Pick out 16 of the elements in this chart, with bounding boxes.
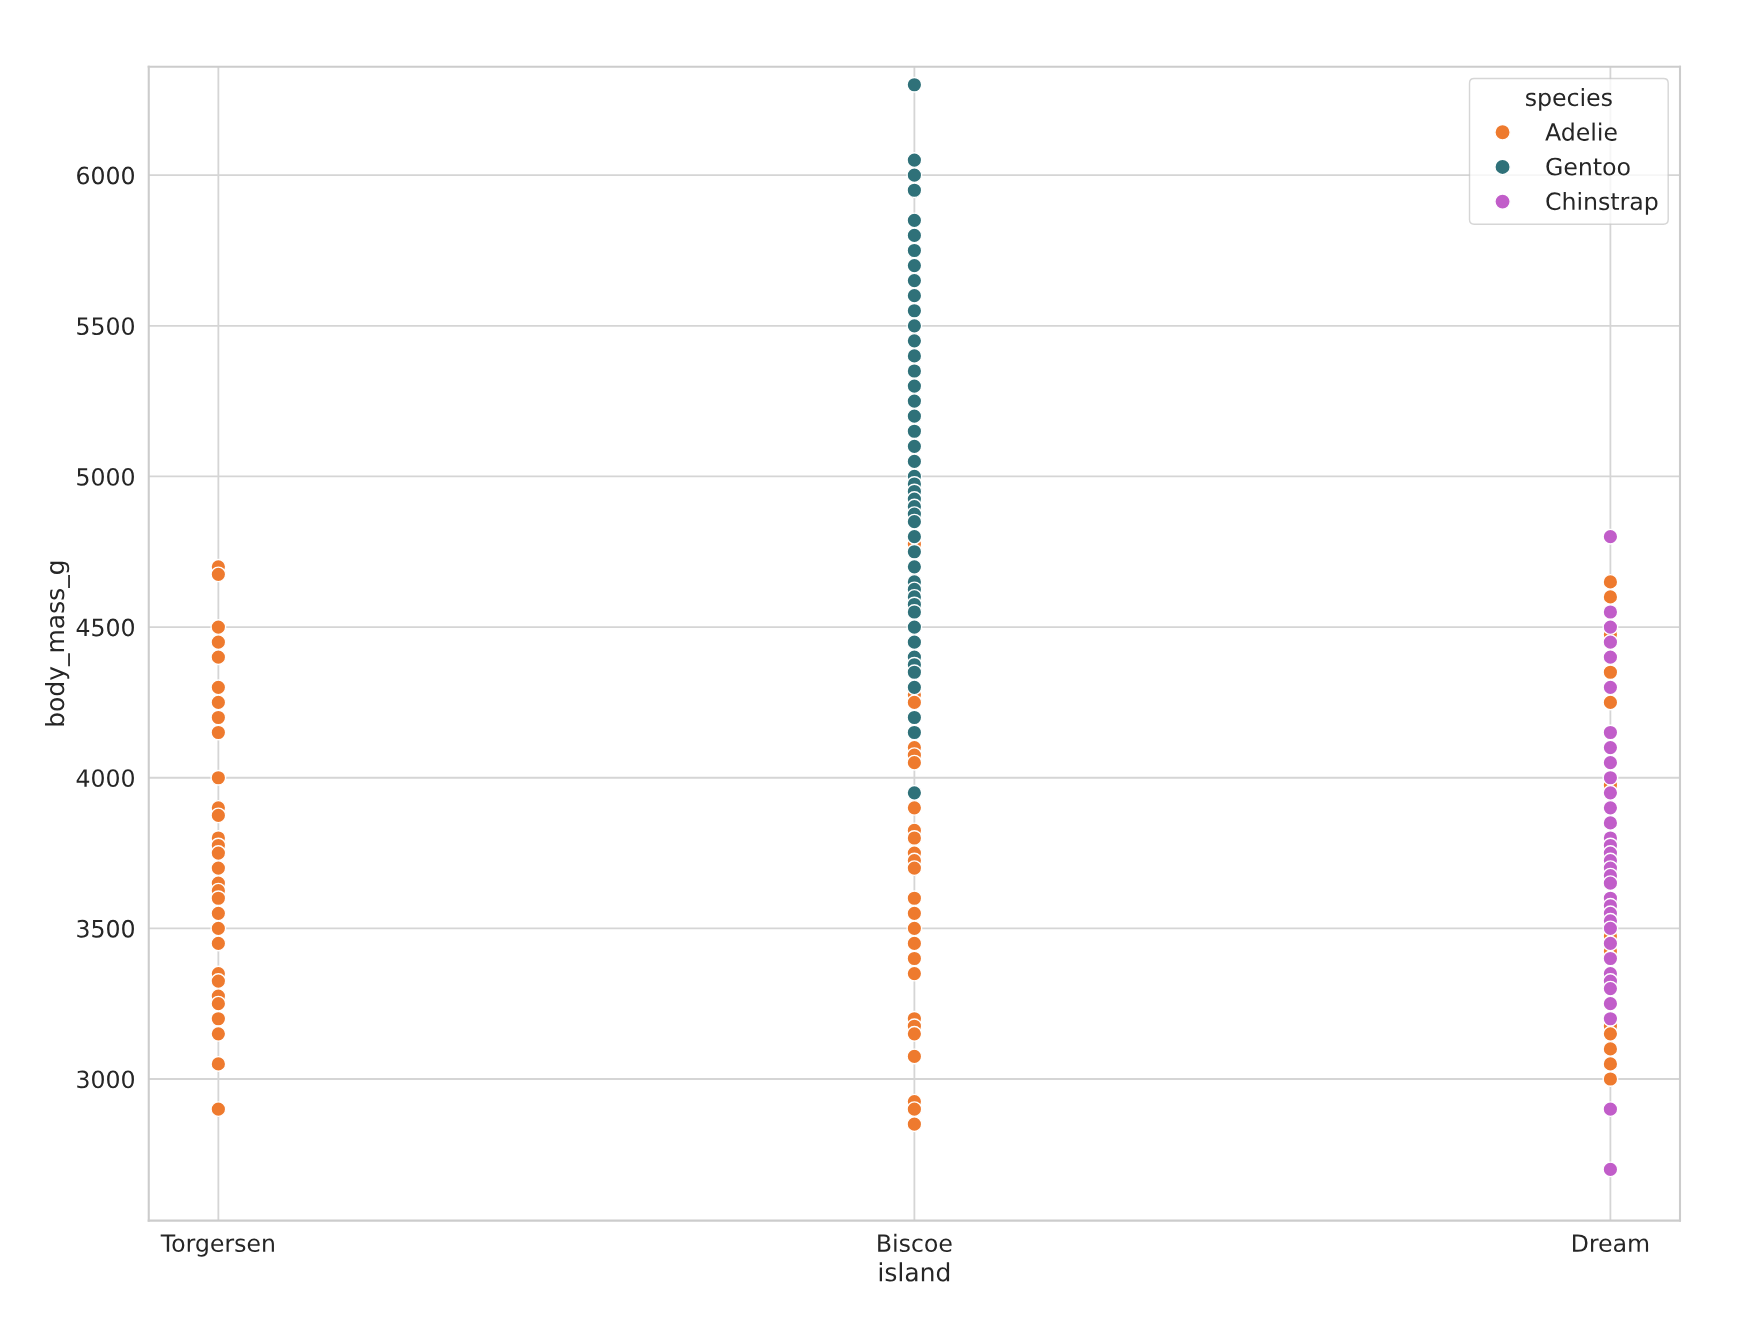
legend-label: Gentoo (1546, 157, 1630, 176)
y-tick-label: 6000 (77, 166, 134, 185)
y-tick-label: 5000 (77, 467, 134, 486)
legend-label: Adelie (1545, 122, 1617, 141)
y-tick-label: 4000 (76, 769, 134, 788)
y-tick-label: 3000 (77, 1070, 134, 1089)
y-tick-label: 4500 (76, 618, 134, 637)
y-tick-label: 3500 (77, 919, 134, 938)
y-axis-title: body_mass_g (45, 561, 70, 726)
y-tick-label: 5500 (77, 317, 134, 336)
legend-label: Chinstrap (1546, 191, 1658, 215)
x-tick-label: Torgersen (160, 1234, 274, 1257)
x-tick-label: Biscoe (878, 1233, 952, 1253)
legend-title: species (1526, 87, 1612, 111)
x-axis-title: island (879, 1262, 950, 1282)
x-tick-label: Dream (1573, 1234, 1649, 1253)
